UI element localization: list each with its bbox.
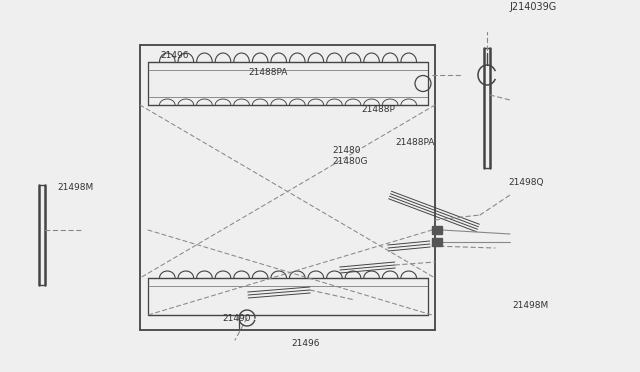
Text: 21490: 21490 [222,314,251,323]
Text: 21480: 21480 [333,146,362,155]
Text: 21480G: 21480G [333,157,368,166]
Text: 21498Q: 21498Q [509,178,544,187]
Text: 21496: 21496 [160,51,189,60]
Bar [432,238,442,246]
Text: 21488PA: 21488PA [396,138,435,147]
Text: J214039G: J214039G [509,2,557,12]
Text: 21498M: 21498M [512,301,548,310]
Bar [432,226,442,234]
Text: 21488PA: 21488PA [248,68,288,77]
Text: 21498M: 21498M [58,183,94,192]
Text: 21488P: 21488P [362,105,396,114]
Text: 21496: 21496 [292,339,320,348]
